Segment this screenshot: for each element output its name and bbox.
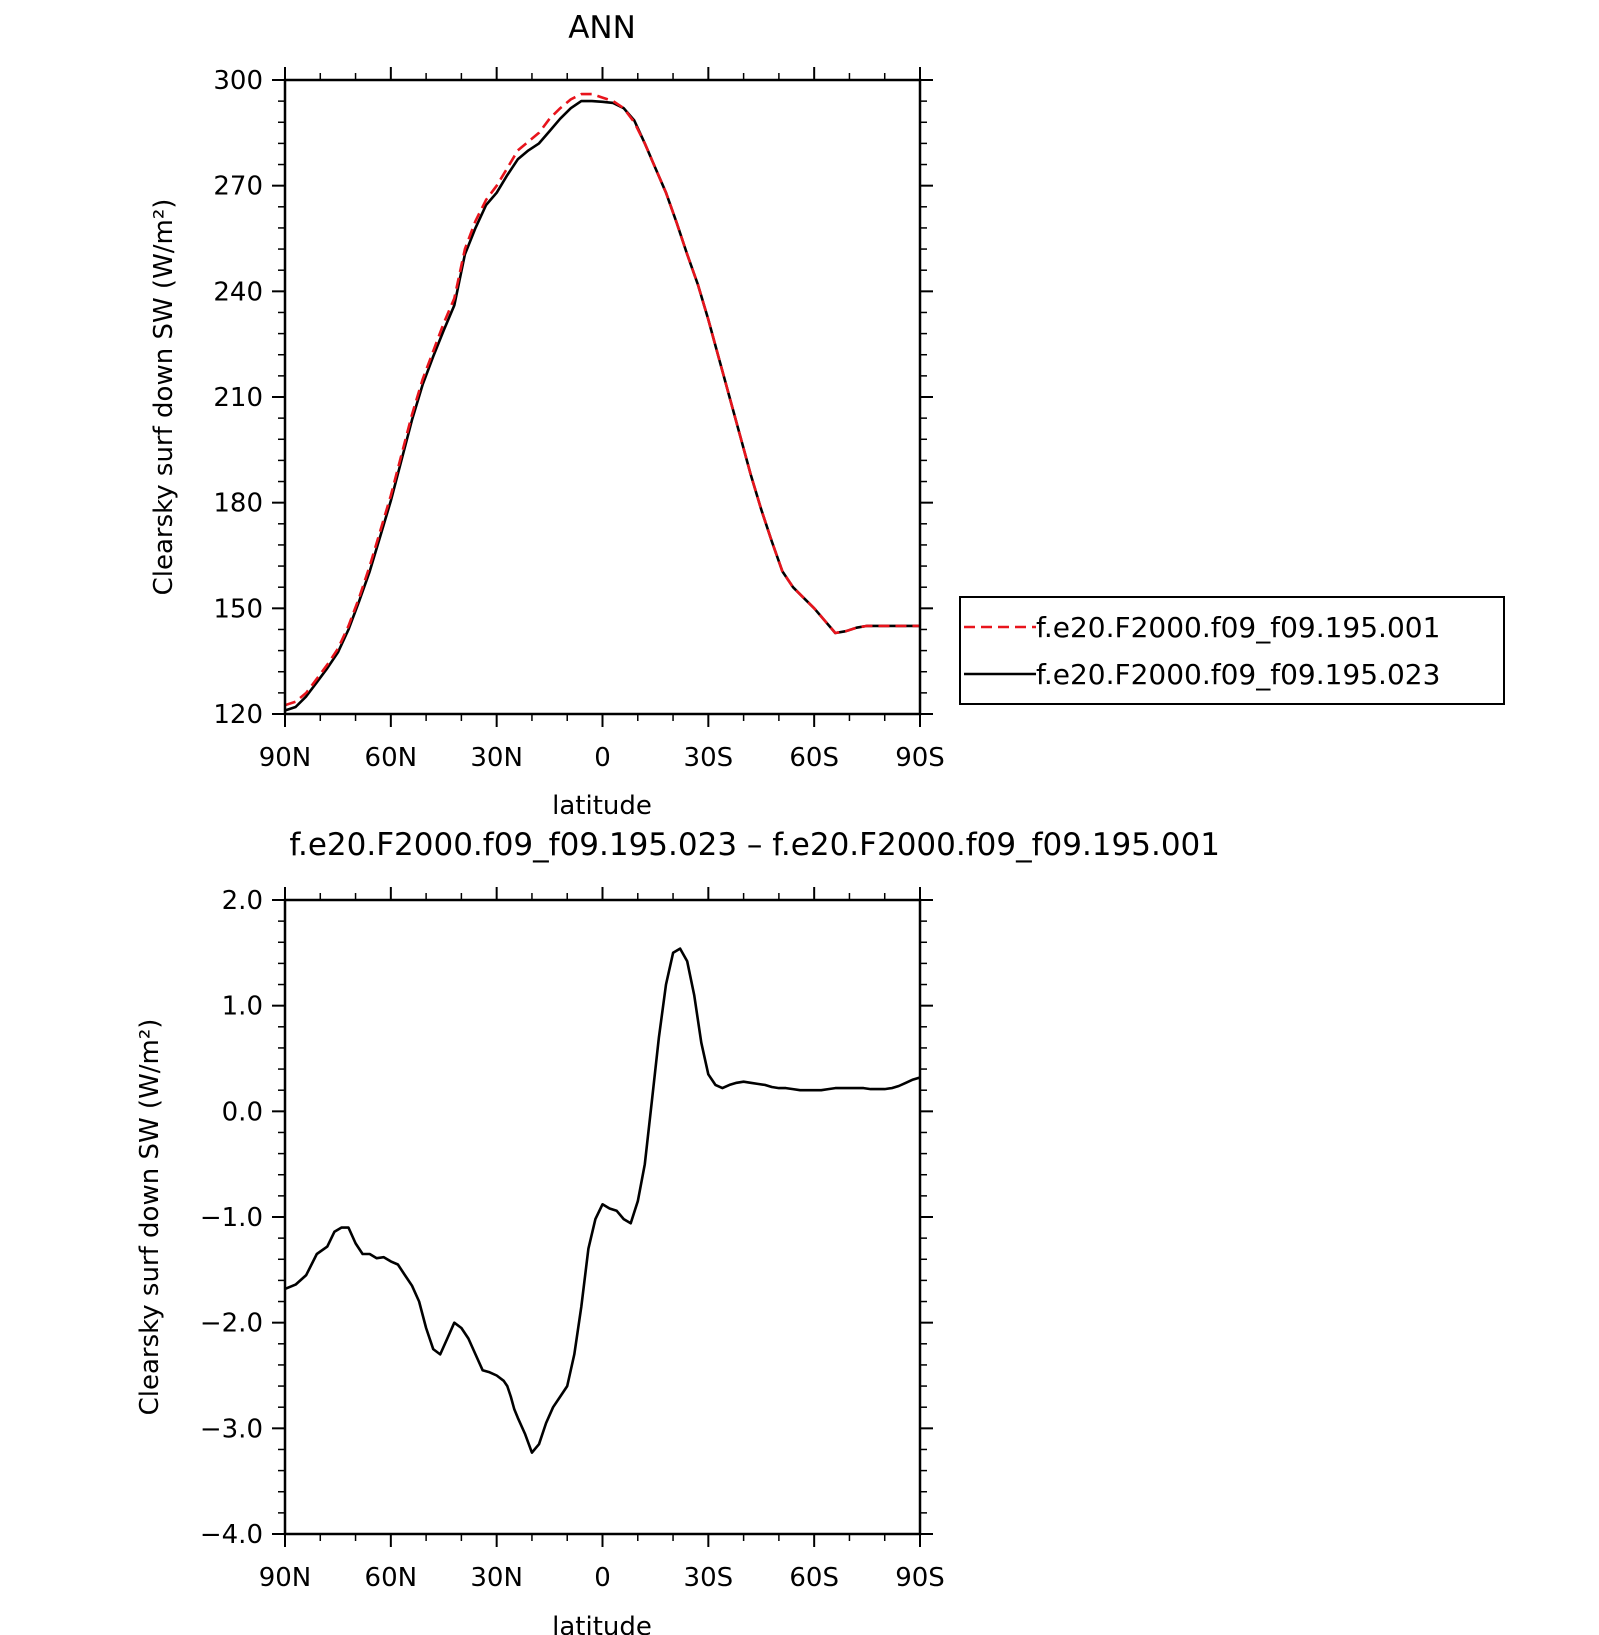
top-chart-xlabel: latitude [552, 791, 652, 821]
bottom-xtick-label: 0 [594, 1563, 611, 1593]
top-ytick-label: 210 [213, 383, 263, 413]
bottom-chart-series [284, 947, 921, 1454]
top-xtick-label: 60S [789, 743, 839, 773]
bottom-xtick-label: 60S [789, 1563, 839, 1593]
top-chart-ytick-labels: 120 150 180 210 240 270 300 [213, 66, 263, 730]
bottom-ytick-label: −2.0 [200, 1309, 263, 1339]
legend: f.e20.F2000.f09_f09.195.001 f.e20.F2000.… [959, 596, 1505, 705]
top-xtick-label: 90N [259, 743, 312, 773]
bottom-ytick-label: −3.0 [200, 1414, 263, 1444]
top-xtick-label: 60N [365, 743, 418, 773]
top-xtick-label: 30S [684, 743, 734, 773]
top-ytick-label: 180 [213, 489, 263, 519]
bottom-chart-xtick-labels: 90N 60N 30N 0 30S 60S 90S [259, 1563, 945, 1593]
top-xtick-label: 0 [594, 743, 611, 773]
top-chart-ticks [272, 67, 933, 727]
top-chart-ylabel: Clearsky surf down SW (W/m²) [149, 199, 179, 596]
top-ytick-label: 240 [213, 277, 263, 307]
top-xtick-label: 90S [895, 743, 945, 773]
bottom-chart-frame [283, 898, 922, 1536]
bottom-ytick-label: −1.0 [200, 1203, 263, 1233]
legend-entry-2: f.e20.F2000.f09_f09.195.023 [964, 658, 1440, 691]
top-chart-frame [283, 78, 922, 716]
bottom-xtick-label: 90N [259, 1563, 312, 1593]
top-xtick-label: 30N [470, 743, 523, 773]
bottom-chart-ytick-labels: −4.0 −3.0 −2.0 −1.0 0.0 1.0 2.0 [200, 886, 263, 1550]
bottom-chart-title: f.e20.F2000.f09_f09.195.023 – f.e20.F200… [289, 827, 1220, 863]
top-ytick-label: 120 [213, 700, 263, 730]
bottom-chart-xlabel: latitude [552, 1612, 652, 1635]
top-ytick-label: 300 [213, 66, 263, 96]
bottom-xtick-label: 60N [365, 1563, 418, 1593]
legend-label-2: f.e20.F2000.f09_f09.195.023 [1036, 658, 1440, 691]
top-ytick-label: 150 [213, 594, 263, 624]
bottom-series-line-1 [284, 947, 921, 1454]
top-series-line-1 [284, 92, 920, 707]
top-chart-xtick-labels: 90N 60N 30N 0 30S 60S 90S [259, 743, 945, 773]
bottom-ytick-label: −4.0 [200, 1520, 263, 1550]
bottom-ytick-label: 1.0 [222, 992, 263, 1022]
top-chart: ANN 120 150 180 210 240 270 300 90N 60N 30N 0 30S 6… [149, 10, 1505, 821]
bottom-chart-ylabel: Clearsky surf down SW (W/m²) [135, 1019, 165, 1416]
bottom-xtick-label: 30N [470, 1563, 523, 1593]
top-ytick-label: 270 [213, 172, 263, 202]
bottom-ytick-label: 2.0 [222, 886, 263, 916]
bottom-chart: f.e20.F2000.f09_f09.195.023 – f.e20.F200… [135, 827, 1220, 1635]
top-chart-series [284, 92, 920, 712]
legend-frame [959, 596, 1505, 705]
bottom-xtick-label: 30S [684, 1563, 734, 1593]
bottom-chart-ticks [272, 887, 933, 1547]
legend-entry-1: f.e20.F2000.f09_f09.195.001 [964, 611, 1440, 644]
bottom-xtick-label: 90S [895, 1563, 945, 1593]
bottom-ytick-label: 0.0 [222, 1097, 263, 1127]
top-chart-title: ANN [568, 10, 636, 46]
legend-label-1: f.e20.F2000.f09_f09.195.001 [1036, 611, 1440, 644]
